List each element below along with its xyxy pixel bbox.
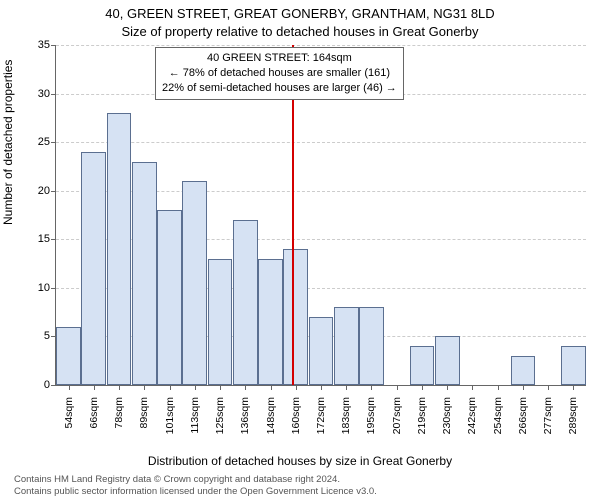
bar bbox=[283, 249, 308, 385]
x-tick-mark bbox=[447, 385, 448, 390]
y-tick-label: 25 bbox=[38, 136, 56, 148]
x-tick-label: 101sqm bbox=[164, 391, 176, 434]
x-tick-mark bbox=[296, 385, 297, 390]
y-tick-label: 35 bbox=[38, 39, 56, 51]
x-tick-mark bbox=[119, 385, 120, 390]
bar bbox=[107, 113, 132, 385]
x-tick-label: 289sqm bbox=[567, 391, 579, 434]
x-tick-mark bbox=[144, 385, 145, 390]
x-tick-label: 277sqm bbox=[542, 391, 554, 434]
x-axis-label: Distribution of detached houses by size … bbox=[0, 454, 600, 468]
x-tick-label: 148sqm bbox=[265, 391, 277, 434]
x-tick-label: 125sqm bbox=[214, 391, 226, 434]
x-tick-mark bbox=[498, 385, 499, 390]
x-tick-mark bbox=[245, 385, 246, 390]
x-tick-mark bbox=[397, 385, 398, 390]
bar bbox=[258, 259, 283, 385]
bar bbox=[132, 162, 157, 385]
annotation-box: 40 GREEN STREET: 164sqm← 78% of detached… bbox=[155, 47, 404, 100]
footer-line-2: Contains public sector information licen… bbox=[14, 486, 377, 497]
x-tick-label: 219sqm bbox=[416, 391, 428, 434]
x-tick-mark bbox=[472, 385, 473, 390]
annotation-line: 40 GREEN STREET: 164sqm bbox=[162, 51, 397, 66]
x-tick-label: 230sqm bbox=[441, 391, 453, 434]
x-tick-mark bbox=[321, 385, 322, 390]
bar bbox=[208, 259, 233, 385]
x-tick-mark bbox=[195, 385, 196, 390]
x-tick-label: 242sqm bbox=[466, 391, 478, 434]
x-tick-label: 66sqm bbox=[88, 391, 100, 429]
x-tick-mark bbox=[371, 385, 372, 390]
x-tick-label: 207sqm bbox=[391, 391, 403, 434]
bar bbox=[182, 181, 207, 385]
y-tick-label: 5 bbox=[44, 330, 56, 342]
x-tick-mark bbox=[346, 385, 347, 390]
y-tick-label: 15 bbox=[38, 233, 56, 245]
x-tick-label: 78sqm bbox=[113, 391, 125, 429]
annotation-line: ← 78% of detached houses are smaller (16… bbox=[162, 66, 397, 81]
x-tick-label: 160sqm bbox=[290, 391, 302, 434]
bar bbox=[435, 336, 460, 385]
property-size-chart: 40, GREEN STREET, GREAT GONERBY, GRANTHA… bbox=[0, 0, 600, 500]
x-tick-label: 172sqm bbox=[315, 391, 327, 434]
gridline bbox=[56, 45, 586, 46]
bar bbox=[233, 220, 258, 385]
x-tick-label: 136sqm bbox=[239, 391, 251, 434]
bar bbox=[334, 307, 359, 385]
x-tick-label: 89sqm bbox=[138, 391, 150, 429]
x-tick-mark bbox=[69, 385, 70, 390]
chart-title: 40, GREEN STREET, GREAT GONERBY, GRANTHA… bbox=[0, 6, 600, 21]
x-tick-label: 183sqm bbox=[340, 391, 352, 434]
bar bbox=[511, 356, 536, 385]
bar bbox=[157, 210, 182, 385]
bar bbox=[410, 346, 435, 385]
bar bbox=[309, 317, 334, 385]
x-tick-mark bbox=[523, 385, 524, 390]
y-axis-label: Number of detached properties bbox=[1, 60, 15, 225]
y-tick-label: 20 bbox=[38, 185, 56, 197]
x-tick-label: 254sqm bbox=[492, 391, 504, 434]
x-tick-mark bbox=[573, 385, 574, 390]
y-tick-label: 10 bbox=[38, 282, 56, 294]
bar bbox=[359, 307, 384, 385]
chart-subtitle: Size of property relative to detached ho… bbox=[0, 24, 600, 39]
footer-line-1: Contains HM Land Registry data © Crown c… bbox=[14, 474, 340, 485]
bar bbox=[56, 327, 81, 385]
x-tick-mark bbox=[422, 385, 423, 390]
x-tick-mark bbox=[220, 385, 221, 390]
x-tick-mark bbox=[170, 385, 171, 390]
bar bbox=[561, 346, 586, 385]
x-tick-label: 195sqm bbox=[365, 391, 377, 434]
x-tick-label: 54sqm bbox=[63, 391, 75, 429]
x-tick-mark bbox=[271, 385, 272, 390]
annotation-line: 22% of semi-detached houses are larger (… bbox=[162, 81, 397, 96]
y-tick-label: 0 bbox=[44, 379, 56, 391]
x-tick-mark bbox=[548, 385, 549, 390]
x-tick-mark bbox=[94, 385, 95, 390]
x-tick-label: 113sqm bbox=[189, 391, 201, 434]
y-tick-label: 30 bbox=[38, 88, 56, 100]
bar bbox=[81, 152, 106, 385]
x-tick-label: 266sqm bbox=[517, 391, 529, 434]
gridline bbox=[56, 142, 586, 143]
